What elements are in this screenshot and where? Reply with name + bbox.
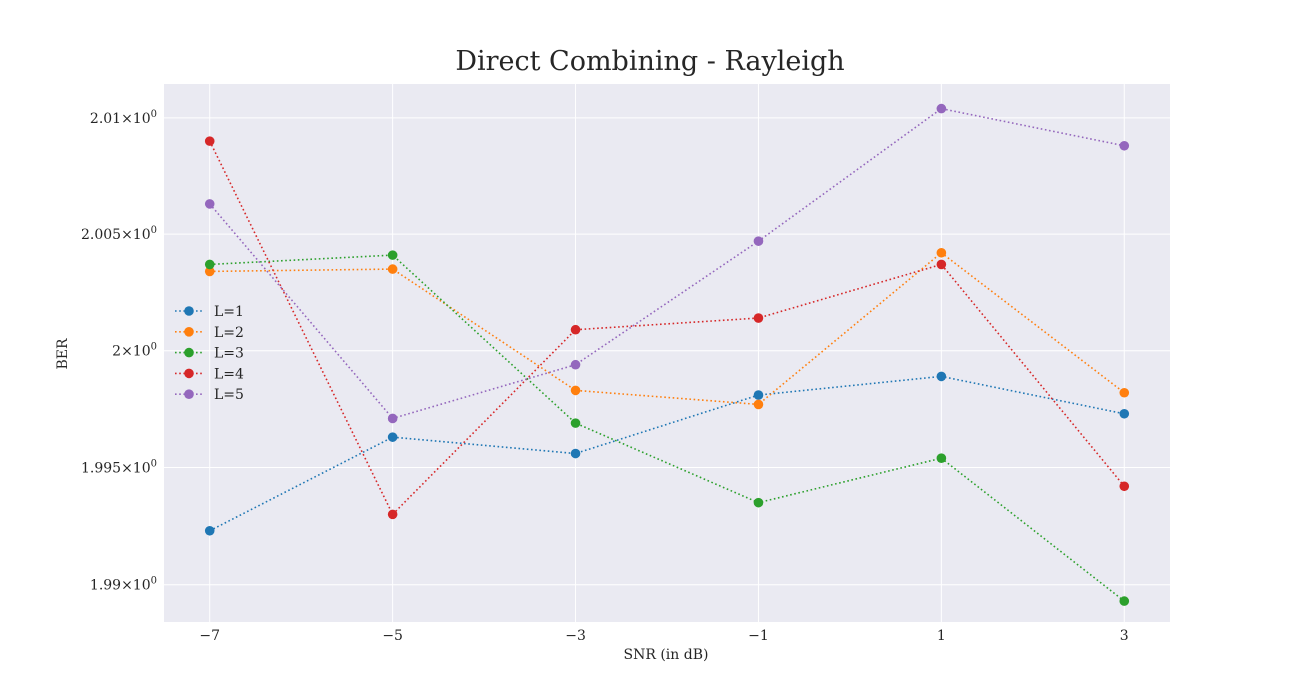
legend-marker — [184, 306, 194, 316]
data-point — [936, 259, 947, 270]
x-tick-labels: −7 −5 −3 −1 1 3 — [199, 628, 1128, 644]
x-tick-label: 3 — [1120, 628, 1129, 644]
data-point — [1119, 387, 1130, 398]
series-line — [209, 254, 1125, 602]
data-point — [570, 385, 581, 396]
data-point — [570, 448, 581, 459]
grid-lines — [164, 84, 1170, 622]
series-line — [209, 107, 1125, 420]
data-point — [936, 103, 947, 114]
series-line — [209, 251, 1125, 406]
data-point — [570, 324, 581, 335]
y-tick-labels: 1.99×100 1.995×100 2×100 2.005×100 2.01×100 — [81, 109, 157, 594]
data-point — [1119, 596, 1130, 606]
legend-item: L=2 — [175, 325, 244, 341]
data-point — [204, 136, 215, 146]
series-l-5 — [204, 103, 1130, 424]
y-axis-label: BER — [55, 338, 71, 370]
data-point — [1119, 481, 1130, 492]
data-point — [753, 390, 764, 400]
data-point — [1119, 408, 1130, 419]
data-point — [753, 497, 764, 508]
chart-title: Direct Combining - Rayleigh — [455, 46, 844, 77]
legend-item: L=3 — [175, 346, 244, 362]
legend-marker — [184, 327, 194, 337]
series-line — [209, 140, 1125, 516]
legend-label: L=3 — [214, 346, 244, 362]
legend-label: L=2 — [214, 325, 244, 341]
x-tick-label: −5 — [382, 628, 403, 644]
legend-item: L=5 — [175, 387, 244, 403]
data-point — [387, 264, 398, 274]
legend: L=1 L=2 L=3 L=4 L=5 — [175, 304, 244, 403]
x-tick-label: 1 — [937, 628, 946, 644]
legend-marker — [184, 389, 194, 400]
data-point — [936, 371, 947, 382]
series-l-4 — [204, 136, 1130, 520]
data-point — [1119, 140, 1130, 151]
x-tick-label: −7 — [199, 628, 220, 644]
data-point — [753, 399, 764, 410]
data-point — [387, 413, 398, 424]
series-lines — [204, 103, 1130, 606]
legend-label: L=5 — [214, 387, 244, 403]
legend-item: L=1 — [175, 304, 244, 320]
x-axis-label: SNR (in dB) — [624, 647, 709, 663]
legend-marker — [184, 347, 194, 358]
x-tick-label: −3 — [565, 628, 586, 644]
legend-marker — [184, 368, 194, 379]
data-point — [204, 259, 215, 270]
legend-label: L=4 — [214, 366, 244, 382]
x-tick-label: −1 — [748, 628, 769, 644]
data-point — [753, 236, 764, 246]
data-point — [570, 418, 581, 428]
data-point — [387, 432, 398, 442]
series-l-1 — [204, 371, 1130, 536]
series-l-3 — [204, 250, 1130, 606]
data-point — [204, 525, 215, 536]
data-point — [204, 199, 215, 209]
legend-item: L=4 — [175, 366, 244, 382]
data-point — [387, 509, 398, 520]
legend-label: L=1 — [214, 304, 244, 320]
y-tick-label: 2.005×100 — [81, 225, 157, 243]
data-point — [936, 247, 947, 258]
y-tick-label: 1.995×100 — [81, 459, 157, 477]
plot-area — [164, 84, 1170, 622]
y-tick-label: 2.01×100 — [90, 109, 157, 127]
data-point — [753, 313, 764, 323]
data-point — [936, 453, 947, 463]
data-point — [204, 266, 215, 277]
data-point — [570, 359, 581, 370]
y-tick-label: 2×100 — [112, 342, 157, 360]
series-l-2 — [204, 247, 1130, 410]
data-point — [387, 250, 398, 260]
y-tick-label: 1.99×100 — [90, 576, 157, 594]
